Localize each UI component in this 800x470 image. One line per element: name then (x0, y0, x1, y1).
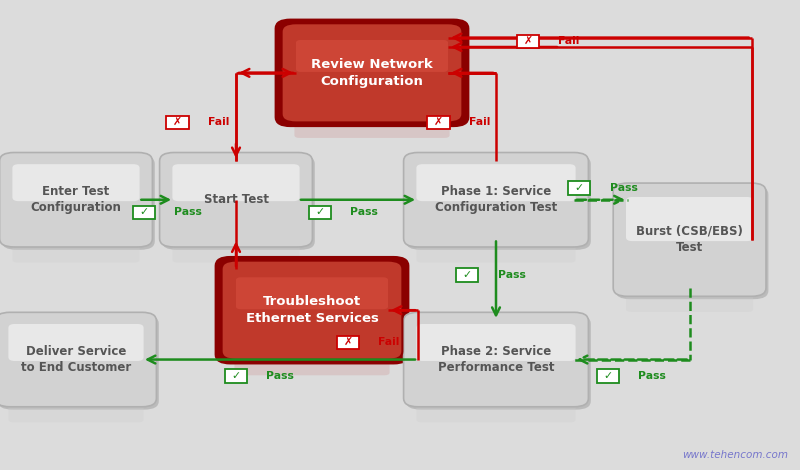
FancyBboxPatch shape (276, 20, 468, 126)
FancyBboxPatch shape (282, 24, 462, 122)
Text: Burst (CSB/EBS)
Test: Burst (CSB/EBS) Test (636, 225, 743, 254)
Text: Phase 1: Service
Configuration Test: Phase 1: Service Configuration Test (435, 185, 557, 214)
FancyBboxPatch shape (597, 369, 619, 383)
Text: Troubleshoot
Ethernet Services: Troubleshoot Ethernet Services (246, 296, 378, 325)
FancyBboxPatch shape (403, 152, 588, 247)
FancyBboxPatch shape (2, 155, 155, 250)
FancyBboxPatch shape (222, 260, 402, 360)
Text: ✗: ✗ (343, 337, 353, 347)
FancyBboxPatch shape (8, 399, 144, 423)
FancyBboxPatch shape (416, 324, 576, 361)
Text: ✗: ✗ (434, 117, 443, 127)
FancyBboxPatch shape (626, 288, 754, 312)
Text: ✗: ✗ (173, 117, 182, 127)
FancyBboxPatch shape (13, 164, 139, 201)
Text: Enter Test
Configuration: Enter Test Configuration (30, 185, 122, 214)
FancyBboxPatch shape (294, 115, 450, 138)
Text: Pass: Pass (174, 207, 202, 218)
FancyBboxPatch shape (172, 239, 299, 262)
Text: ✓: ✓ (462, 270, 472, 280)
FancyBboxPatch shape (172, 164, 299, 201)
FancyBboxPatch shape (0, 152, 152, 247)
Text: Pass: Pass (498, 270, 526, 280)
Text: Pass: Pass (350, 207, 378, 218)
FancyBboxPatch shape (456, 268, 478, 282)
FancyBboxPatch shape (0, 312, 157, 407)
Text: Pass: Pass (638, 371, 666, 381)
Text: Fail: Fail (208, 117, 230, 127)
FancyBboxPatch shape (626, 197, 754, 241)
Text: ✓: ✓ (603, 371, 613, 381)
FancyBboxPatch shape (517, 35, 539, 48)
FancyBboxPatch shape (403, 312, 588, 407)
FancyBboxPatch shape (427, 116, 450, 129)
FancyBboxPatch shape (416, 399, 576, 423)
Text: Phase 2: Service
Performance Test: Phase 2: Service Performance Test (438, 345, 554, 374)
FancyBboxPatch shape (337, 336, 359, 349)
FancyBboxPatch shape (162, 155, 314, 250)
FancyBboxPatch shape (416, 239, 576, 262)
FancyBboxPatch shape (616, 186, 768, 299)
FancyBboxPatch shape (225, 369, 247, 383)
Text: Fail: Fail (378, 337, 400, 347)
Text: Pass: Pass (610, 183, 638, 193)
Text: www.tehencom.com: www.tehencom.com (682, 450, 788, 460)
Text: ✓: ✓ (139, 207, 149, 218)
Text: ✓: ✓ (231, 371, 241, 381)
FancyBboxPatch shape (309, 206, 331, 219)
Text: ✗: ✗ (523, 36, 533, 47)
FancyBboxPatch shape (406, 155, 590, 250)
Text: Deliver Service
to End Customer: Deliver Service to End Customer (21, 345, 131, 374)
FancyBboxPatch shape (296, 40, 448, 72)
FancyBboxPatch shape (160, 152, 312, 247)
Text: Start Test: Start Test (203, 193, 269, 206)
FancyBboxPatch shape (8, 324, 144, 361)
FancyBboxPatch shape (236, 277, 388, 309)
FancyBboxPatch shape (234, 352, 390, 375)
FancyBboxPatch shape (166, 116, 189, 129)
FancyBboxPatch shape (613, 183, 766, 297)
Text: Fail: Fail (558, 36, 580, 47)
Text: ✓: ✓ (574, 183, 584, 193)
FancyBboxPatch shape (133, 206, 155, 219)
Text: Fail: Fail (469, 117, 490, 127)
FancyBboxPatch shape (416, 164, 576, 201)
Text: ✓: ✓ (315, 207, 325, 218)
FancyBboxPatch shape (216, 257, 408, 363)
Text: Review Network
Configuration: Review Network Configuration (311, 58, 433, 87)
Text: Pass: Pass (266, 371, 294, 381)
FancyBboxPatch shape (13, 239, 140, 262)
FancyBboxPatch shape (0, 315, 158, 410)
FancyBboxPatch shape (406, 315, 590, 410)
FancyBboxPatch shape (568, 181, 590, 195)
